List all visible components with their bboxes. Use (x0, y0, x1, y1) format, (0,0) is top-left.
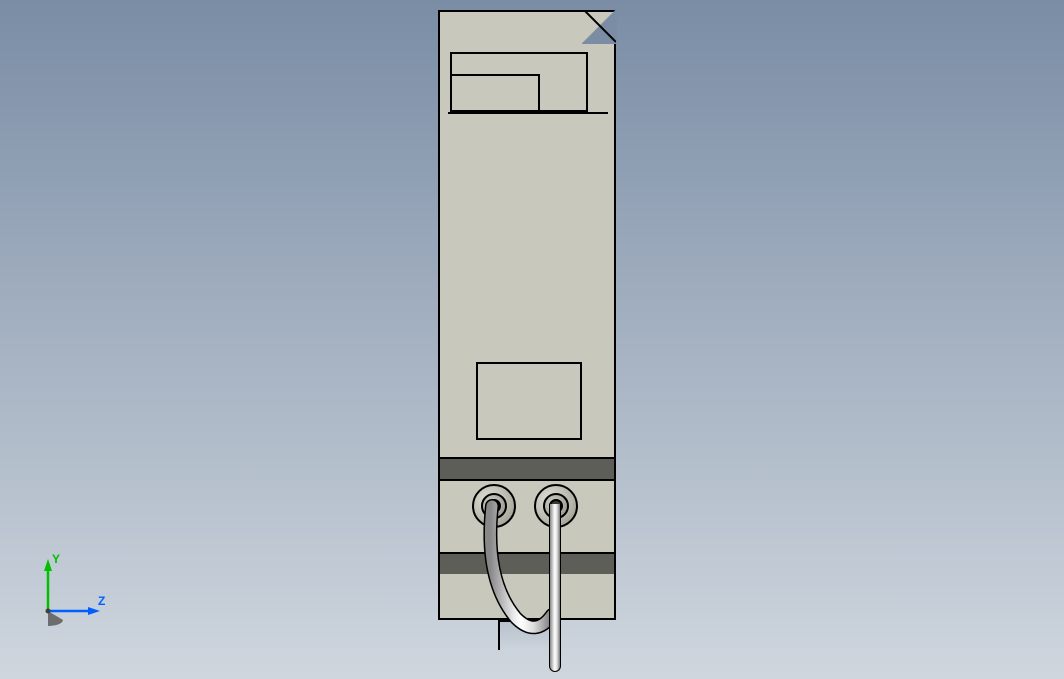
y-axis-label: Y (52, 552, 60, 566)
z-axis-label: Z (98, 594, 105, 608)
z-axis-arrow (88, 607, 100, 615)
cad-viewport[interactable]: Y Z (0, 0, 1064, 679)
tube-curved (476, 500, 556, 630)
top-block (450, 52, 588, 112)
origin-shadow (48, 611, 63, 626)
tube-straight (549, 504, 561, 672)
mid-panel (476, 362, 582, 440)
axis-origin (46, 609, 51, 614)
cad-model[interactable] (438, 10, 616, 620)
shoulder-edge (448, 112, 608, 114)
axis-triad[interactable]: Y Z (28, 551, 108, 631)
dark-band-upper (440, 457, 614, 481)
top-block-step (450, 74, 540, 112)
chamfer-edge (582, 10, 616, 44)
y-axis-arrow (44, 559, 52, 571)
